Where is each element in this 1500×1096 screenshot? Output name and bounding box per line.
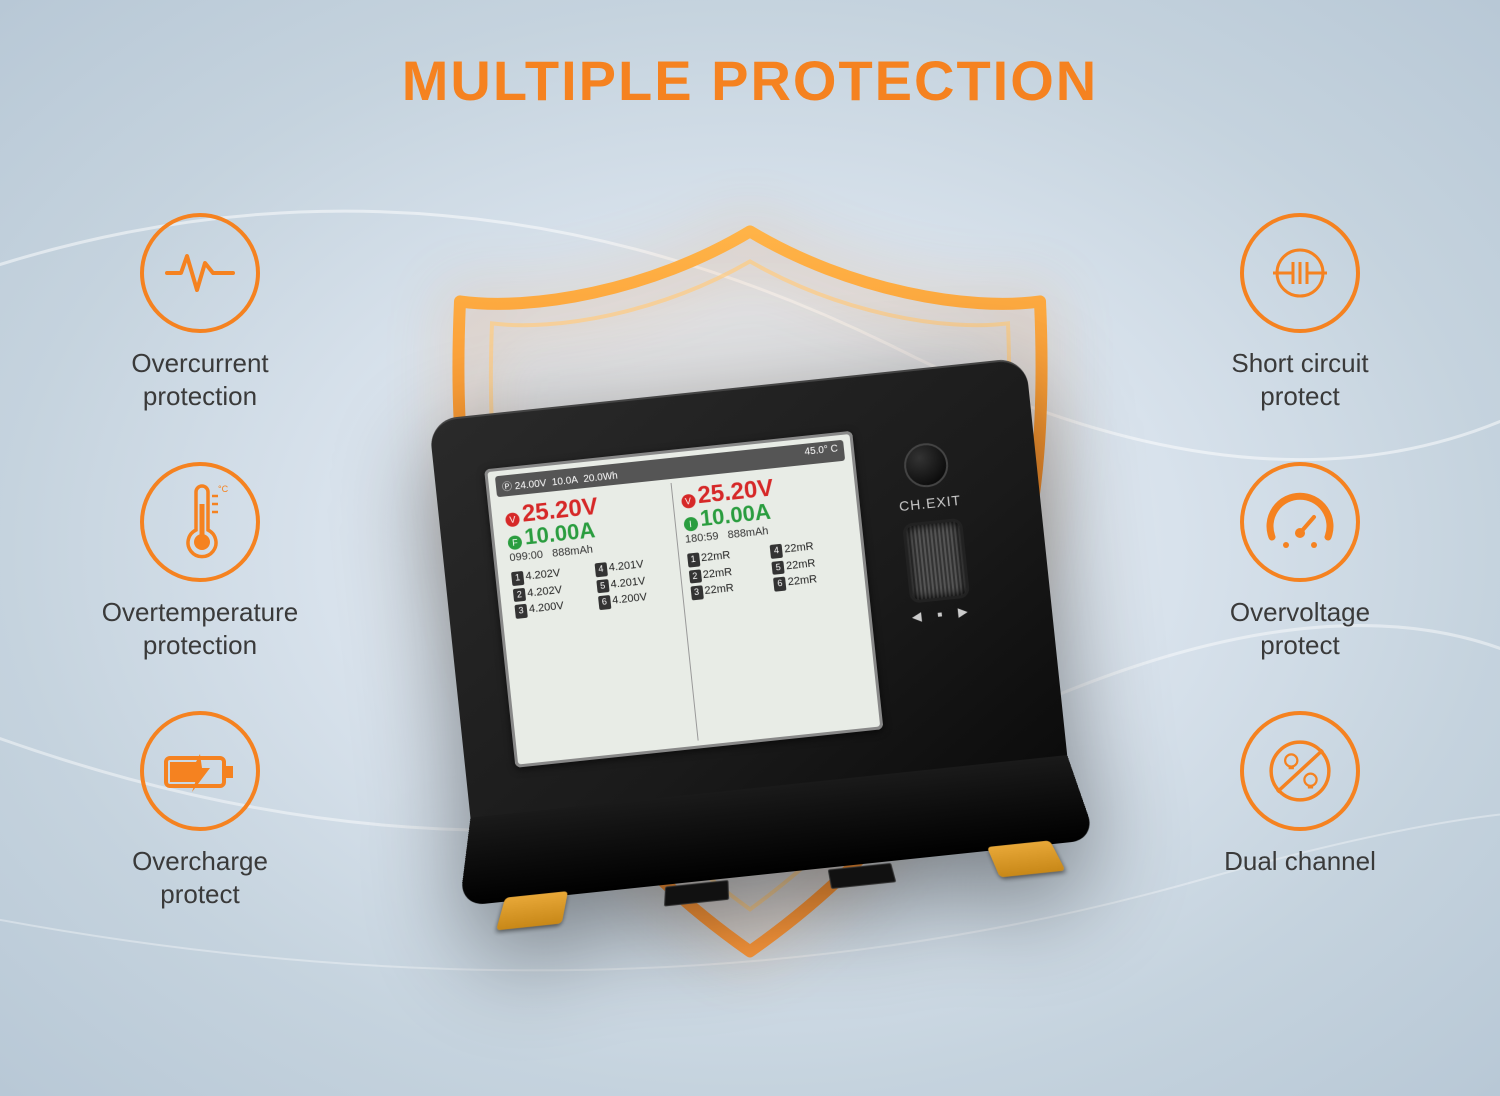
scroll-wheel[interactable] <box>902 518 970 604</box>
feature-label: Dual channel <box>1224 845 1376 878</box>
feature-overvoltage: Overvoltageprotect <box>1230 462 1370 661</box>
exit-button[interactable] <box>902 441 950 489</box>
center-graphic: Ⓟ 24.00V 10.0A 20.0Wh 45.0° C V 25.20V F… <box>340 197 1160 1017</box>
feature-label: Overchargeprotect <box>132 845 268 910</box>
page-title: MULTIPLE PROTECTION <box>0 0 1500 113</box>
control-area: CH.EXIT ◄ ▪ ► <box>874 438 992 629</box>
pulse-icon <box>140 213 260 333</box>
right-feature-column: Short circuitprotect Overvoltageprotect <box>1160 153 1440 878</box>
main-layout: Overcurrentprotection °C Overtemperature… <box>0 113 1500 1069</box>
thermometer-icon: °C <box>140 462 260 582</box>
feature-label: Overvoltageprotect <box>1230 596 1370 661</box>
balance-port-2[interactable] <box>827 863 896 889</box>
battery-bolt-icon <box>140 711 260 831</box>
balance-port-1[interactable] <box>664 880 729 907</box>
exit-label: CH.EXIT <box>880 490 981 516</box>
feature-overcharge: Overchargeprotect <box>132 711 268 910</box>
screen-panel-2: V 25.20V I 10.00A 180:59 888mAh 122mR 42… <box>673 465 873 741</box>
feature-short-circuit: Short circuitprotect <box>1231 213 1368 412</box>
feature-overcurrent: Overcurrentprotection <box>131 213 268 412</box>
capacitor-icon <box>1240 213 1360 333</box>
xt60-port-left[interactable] <box>496 891 568 930</box>
svg-text:°C: °C <box>218 484 229 494</box>
feature-label: Overtemperatureprotection <box>102 596 299 661</box>
feature-label: Overcurrentprotection <box>131 347 268 412</box>
feature-label: Short circuitprotect <box>1231 347 1368 412</box>
left-feature-column: Overcurrentprotection °C Overtemperature… <box>60 153 340 910</box>
feature-dual-channel: Dual channel <box>1224 711 1376 878</box>
feature-overtemperature: °C Overtemperatureprotection <box>102 462 299 661</box>
dual-bulb-icon <box>1240 711 1360 831</box>
charger-device: Ⓟ 24.00V 10.0A 20.0Wh 45.0° C V 25.20V F… <box>429 357 1072 857</box>
gauge-icon <box>1240 462 1360 582</box>
device-screen: Ⓟ 24.00V 10.0A 20.0Wh 45.0° C V 25.20V F… <box>484 431 883 768</box>
screen-panel-1: V 25.20V F 10.00A 099:00 888mAh 14.202V … <box>498 483 699 759</box>
